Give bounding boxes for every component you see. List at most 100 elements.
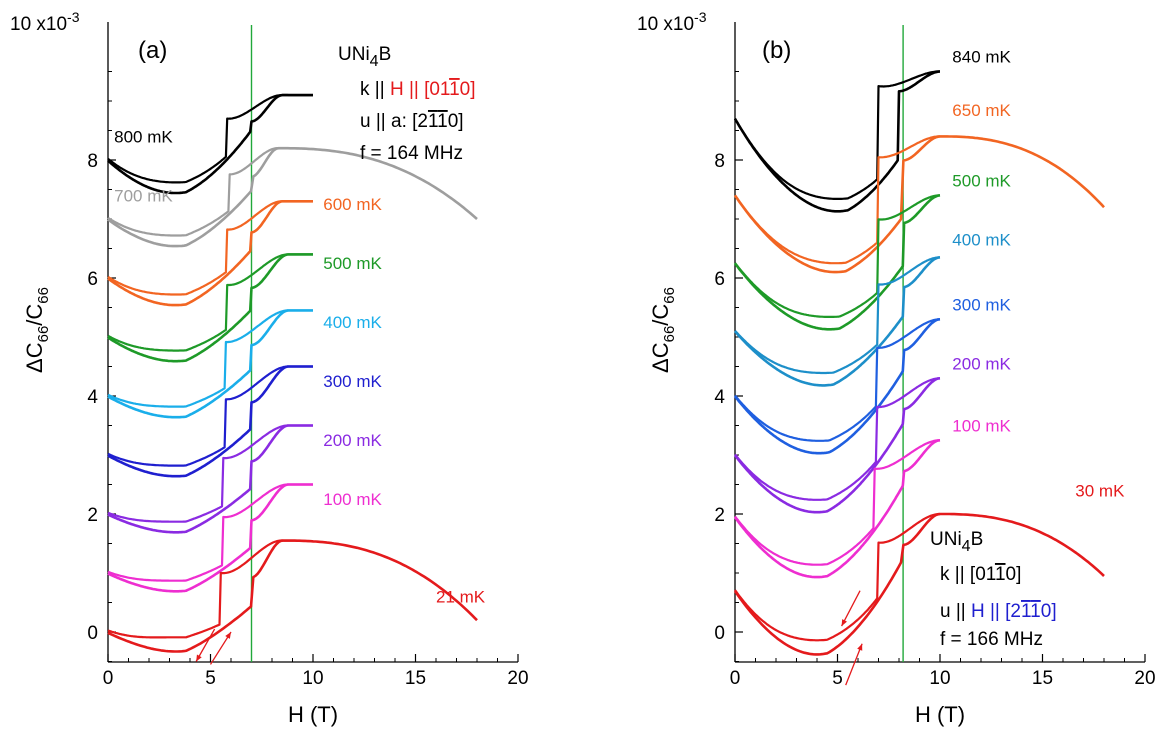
u-highlight: H || [2 bbox=[971, 601, 1021, 622]
series-label: 200 mK bbox=[323, 431, 382, 450]
series-label: 500 mK bbox=[952, 172, 1011, 191]
series-line-840-mk-up bbox=[733, 70, 940, 213]
series-line-100-mk-up bbox=[733, 439, 941, 579]
x-tick-label: 20 bbox=[1134, 668, 1155, 689]
k-direction-line: k || [0110] bbox=[940, 564, 1021, 585]
y-tick-label: 2 bbox=[87, 505, 98, 526]
series-line-100-mk-down bbox=[734, 439, 941, 566]
series-line-500-mk-up bbox=[733, 194, 941, 331]
series-label: 21 mK bbox=[436, 588, 486, 607]
series-label: 100 mK bbox=[323, 490, 382, 509]
series-line-600-mk-down bbox=[107, 200, 313, 296]
y-tick-label: 0 bbox=[714, 623, 725, 644]
y-exponent-label: 10 x10-3 bbox=[637, 9, 707, 35]
series-line-300-mk-down bbox=[107, 365, 313, 467]
series-line-300-mk-up bbox=[733, 318, 941, 455]
x-tick-label: 0 bbox=[103, 668, 114, 689]
x-tick-label: 20 bbox=[507, 668, 528, 689]
series-line-400-mk-up bbox=[734, 256, 941, 387]
compound-sub: 4 bbox=[962, 538, 971, 555]
series-line-840-mk-down bbox=[734, 70, 940, 200]
panel-label: (a) bbox=[138, 37, 167, 64]
k-suffix: 0] bbox=[1006, 564, 1022, 585]
y-axis-label: ΔC66/C66 bbox=[22, 287, 52, 373]
series-line-200-mk-up bbox=[733, 377, 941, 514]
series-label: 800 mK bbox=[114, 127, 173, 146]
series-label: 300 mK bbox=[323, 372, 382, 391]
y-exponent-label: 10 x10-3 bbox=[10, 9, 80, 35]
overbar-digit: 1 bbox=[1030, 601, 1041, 622]
series-label: 500 mK bbox=[323, 254, 382, 273]
series-line-800-mk-up bbox=[107, 93, 313, 195]
x-tick-label: 5 bbox=[832, 668, 843, 689]
y-label-main: ΔC bbox=[648, 342, 673, 373]
y-exponent-base: 10 x10 bbox=[637, 14, 694, 35]
y-tick-label: 6 bbox=[87, 269, 98, 290]
series-line-21-mk-down bbox=[107, 539, 313, 639]
x-tick-label: 10 bbox=[302, 668, 323, 689]
frequency-line: f = 166 MHz bbox=[940, 629, 1043, 650]
series-label: 100 mK bbox=[952, 416, 1011, 435]
overbar-digit: 1 bbox=[1021, 601, 1031, 622]
compound-main: UNi bbox=[338, 44, 370, 65]
x-axis-label: H (T) bbox=[288, 702, 338, 727]
series-label: 200 mK bbox=[952, 354, 1011, 373]
k-direction-line: k || H || [0110] bbox=[360, 79, 476, 100]
series-label: 400 mK bbox=[952, 231, 1011, 250]
series-line-700-mk-up bbox=[107, 146, 478, 248]
u-suffix: 0] bbox=[448, 111, 464, 132]
series-line-400-mk-up bbox=[107, 309, 313, 419]
u-direction-line: u || H || [2110] bbox=[940, 601, 1057, 622]
compound-main: UNi bbox=[930, 529, 962, 550]
series-label: 30 mK bbox=[1075, 481, 1125, 500]
y-tick-label: 2 bbox=[714, 505, 725, 526]
series-line-200-mk-down bbox=[734, 377, 940, 501]
y-tick-label: 0 bbox=[87, 623, 98, 644]
x-axis-label: H (T) bbox=[915, 702, 965, 727]
series-label: 300 mK bbox=[952, 295, 1011, 314]
x-tick-label: 10 bbox=[929, 668, 950, 689]
y-exponent-base: 10 x10 bbox=[10, 14, 67, 35]
x-tick-label: 0 bbox=[730, 668, 741, 689]
series-label: 700 mK bbox=[114, 186, 173, 205]
y-tick-label: 8 bbox=[87, 151, 98, 172]
sweep-arrow-line bbox=[845, 643, 863, 686]
sweep-arrow-head bbox=[857, 643, 863, 651]
k-suffix: 0] bbox=[460, 79, 476, 100]
u-prefix: u || bbox=[940, 601, 971, 622]
series-line-500-mk-up bbox=[107, 253, 313, 363]
k-prefix: k || [01 bbox=[940, 564, 996, 585]
y-label-sub1: 66 bbox=[35, 326, 52, 343]
panel-label: (b) bbox=[762, 37, 791, 64]
sweep-arrow-head bbox=[225, 632, 231, 639]
series-line-600-mk-up bbox=[107, 200, 313, 307]
y-label-main: ΔC bbox=[22, 342, 47, 373]
k-highlight: H || [01 bbox=[390, 79, 450, 100]
series-line-200-mk-down bbox=[107, 424, 313, 523]
series-line-21-mk-up bbox=[107, 539, 478, 653]
u-suffix: 0] bbox=[1041, 601, 1057, 622]
series-line-400-mk-down bbox=[107, 309, 313, 408]
frequency-line: f = 164 MHz bbox=[360, 143, 463, 164]
series-label: 840 mK bbox=[952, 48, 1011, 67]
compound-label: UNi4B bbox=[930, 529, 983, 555]
series-line-650-mk-up bbox=[733, 135, 1105, 274]
compound-end: B bbox=[971, 529, 984, 550]
u-direction-line: u || a: [2110] bbox=[360, 111, 464, 132]
series-line-30-mk-up bbox=[733, 512, 1105, 656]
series-line-500-mk-down bbox=[107, 253, 313, 352]
compound-sub: 4 bbox=[370, 53, 379, 70]
y-exponent-power: -3 bbox=[67, 9, 80, 25]
x-tick-label: 15 bbox=[1032, 668, 1053, 689]
y-label-sub1: 66 bbox=[661, 326, 678, 343]
y-label-sep: /C bbox=[22, 304, 47, 326]
series-line-500-mk-down bbox=[734, 194, 941, 318]
series-line-300-mk-up bbox=[107, 365, 313, 478]
y-axis-label: ΔC66/C66 bbox=[648, 287, 678, 373]
y-tick-label: 4 bbox=[87, 387, 98, 408]
y-tick-label: 8 bbox=[714, 151, 725, 172]
x-tick-label: 5 bbox=[205, 668, 216, 689]
series-line-400-mk-down bbox=[734, 256, 940, 375]
compound-label: UNi4B bbox=[338, 44, 391, 70]
y-label-sub2: 66 bbox=[35, 287, 52, 304]
